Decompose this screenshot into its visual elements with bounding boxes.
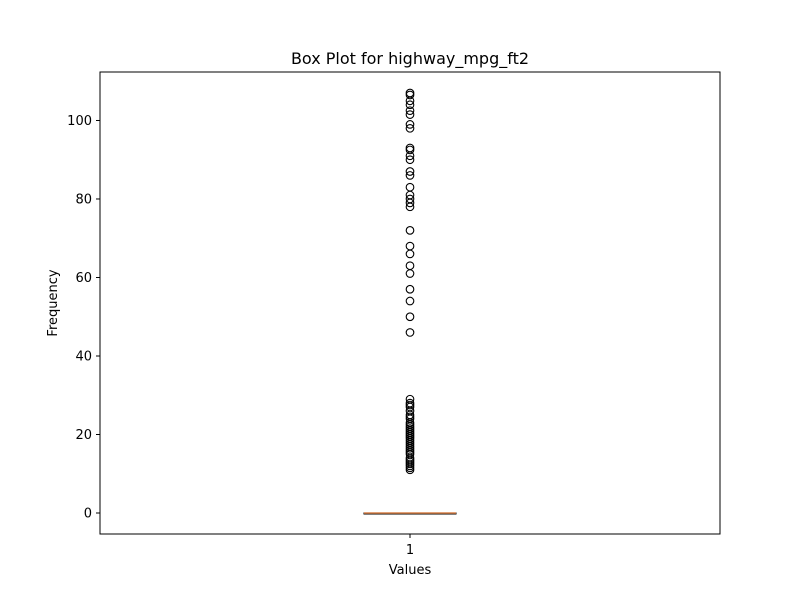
y-tick-label: 80 xyxy=(75,192,92,207)
plot-area-frame xyxy=(99,71,721,535)
y-tick-label: 60 xyxy=(75,271,92,286)
outlier-point xyxy=(405,284,415,294)
outlier-point xyxy=(405,106,415,116)
outlier-point xyxy=(405,110,415,119)
y-axis-label: Frequency xyxy=(46,269,61,336)
outlier-point xyxy=(405,241,415,251)
outlier-point xyxy=(405,261,415,271)
outlier-point xyxy=(405,167,415,176)
y-tick-label: 40 xyxy=(75,349,92,364)
outlier-point xyxy=(405,394,415,404)
outlier-point xyxy=(405,226,415,235)
y-tick-label: 20 xyxy=(75,428,92,443)
outlier-point xyxy=(405,155,415,165)
chart-title: Box Plot for highway_mpg_ft2 xyxy=(291,49,529,69)
outlier-point xyxy=(405,328,415,337)
outlier-point xyxy=(405,120,415,129)
outlier-point xyxy=(405,171,415,180)
y-axis: 0 20 40 60 80 100 xyxy=(67,114,100,522)
outlier-point xyxy=(405,182,415,192)
outlier-point xyxy=(405,269,415,278)
outlier-point xyxy=(405,398,415,408)
outlier-point xyxy=(405,123,415,133)
x-tick-label: 1 xyxy=(406,543,414,558)
x-axis: 1 xyxy=(406,534,414,558)
x-axis-label: Values xyxy=(389,563,432,578)
outlier-point xyxy=(405,249,415,259)
outlier-point xyxy=(405,312,415,322)
outlier-point xyxy=(405,100,415,110)
y-tick-label: 100 xyxy=(67,114,92,129)
outlier-point xyxy=(405,296,415,306)
outlier-point xyxy=(405,143,415,153)
y-tick-label: 0 xyxy=(84,507,92,522)
box-plot-marks xyxy=(363,88,457,515)
outlier-point xyxy=(405,194,415,204)
outlier-point xyxy=(405,88,415,98)
